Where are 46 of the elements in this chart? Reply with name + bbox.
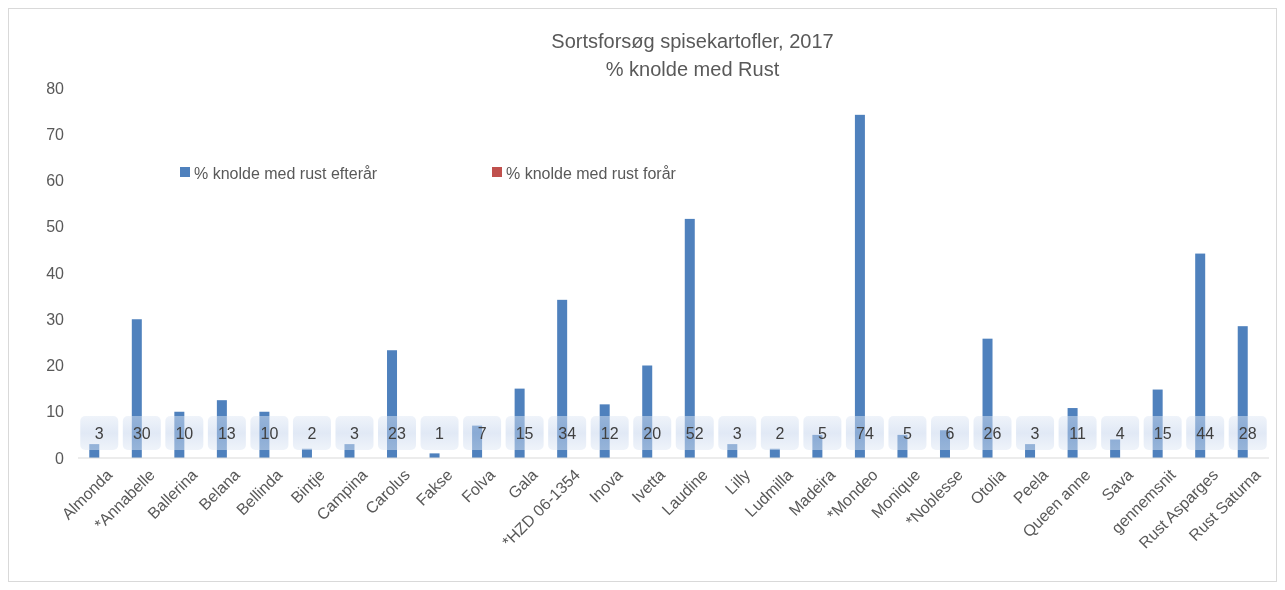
data-label: 23 (388, 424, 407, 442)
y-tick-label: 40 (46, 264, 65, 282)
data-label: 3 (1030, 424, 1040, 442)
y-tick-label: 20 (46, 357, 65, 375)
data-label: 30 (132, 424, 151, 442)
data-label: 10 (175, 424, 194, 442)
data-label: 15 (1153, 424, 1172, 442)
bar (1110, 439, 1121, 458)
data-label: 74 (856, 424, 874, 442)
bar (727, 444, 738, 458)
data-label: 10 (260, 424, 279, 442)
legend-label: % knolde med rust forår (506, 164, 677, 182)
chart-title: Sortsforsøg spisekartofler, 2017 (551, 30, 834, 52)
data-label: 3 (732, 424, 742, 442)
data-label: 3 (94, 424, 104, 442)
data-label: 7 (477, 424, 487, 442)
y-tick-label: 10 (46, 403, 65, 421)
data-label: 15 (515, 424, 534, 442)
data-label: 4 (1115, 424, 1125, 442)
data-label: 5 (902, 424, 912, 442)
data-label: 28 (1238, 424, 1257, 442)
data-label: 52 (685, 424, 704, 442)
bar (1025, 444, 1036, 458)
chart-subtitle: % knolde med Rust (605, 58, 780, 80)
data-label: 26 (983, 424, 1002, 442)
bar (344, 444, 355, 458)
data-label: 5 (817, 424, 827, 442)
y-tick-label: 60 (46, 172, 65, 190)
y-tick-label: 80 (46, 79, 65, 97)
bar (89, 444, 100, 458)
data-label: 11 (1069, 424, 1086, 442)
data-label: 34 (558, 424, 577, 442)
data-label: 44 (1196, 424, 1215, 442)
data-label: 2 (775, 424, 785, 442)
y-tick-label: 70 (46, 125, 65, 143)
data-label: 3 (350, 424, 360, 442)
y-tick-label: 30 (46, 310, 65, 328)
y-tick-label: 0 (55, 449, 65, 467)
legend-label: % knolde med rust efterår (194, 164, 378, 182)
data-label: 6 (945, 424, 955, 442)
data-label: 13 (217, 424, 236, 442)
data-label: 1 (435, 424, 445, 442)
data-label: 20 (643, 424, 662, 442)
data-label: 2 (307, 424, 317, 442)
y-tick-label: 50 (46, 218, 65, 236)
data-label: 12 (600, 424, 619, 442)
